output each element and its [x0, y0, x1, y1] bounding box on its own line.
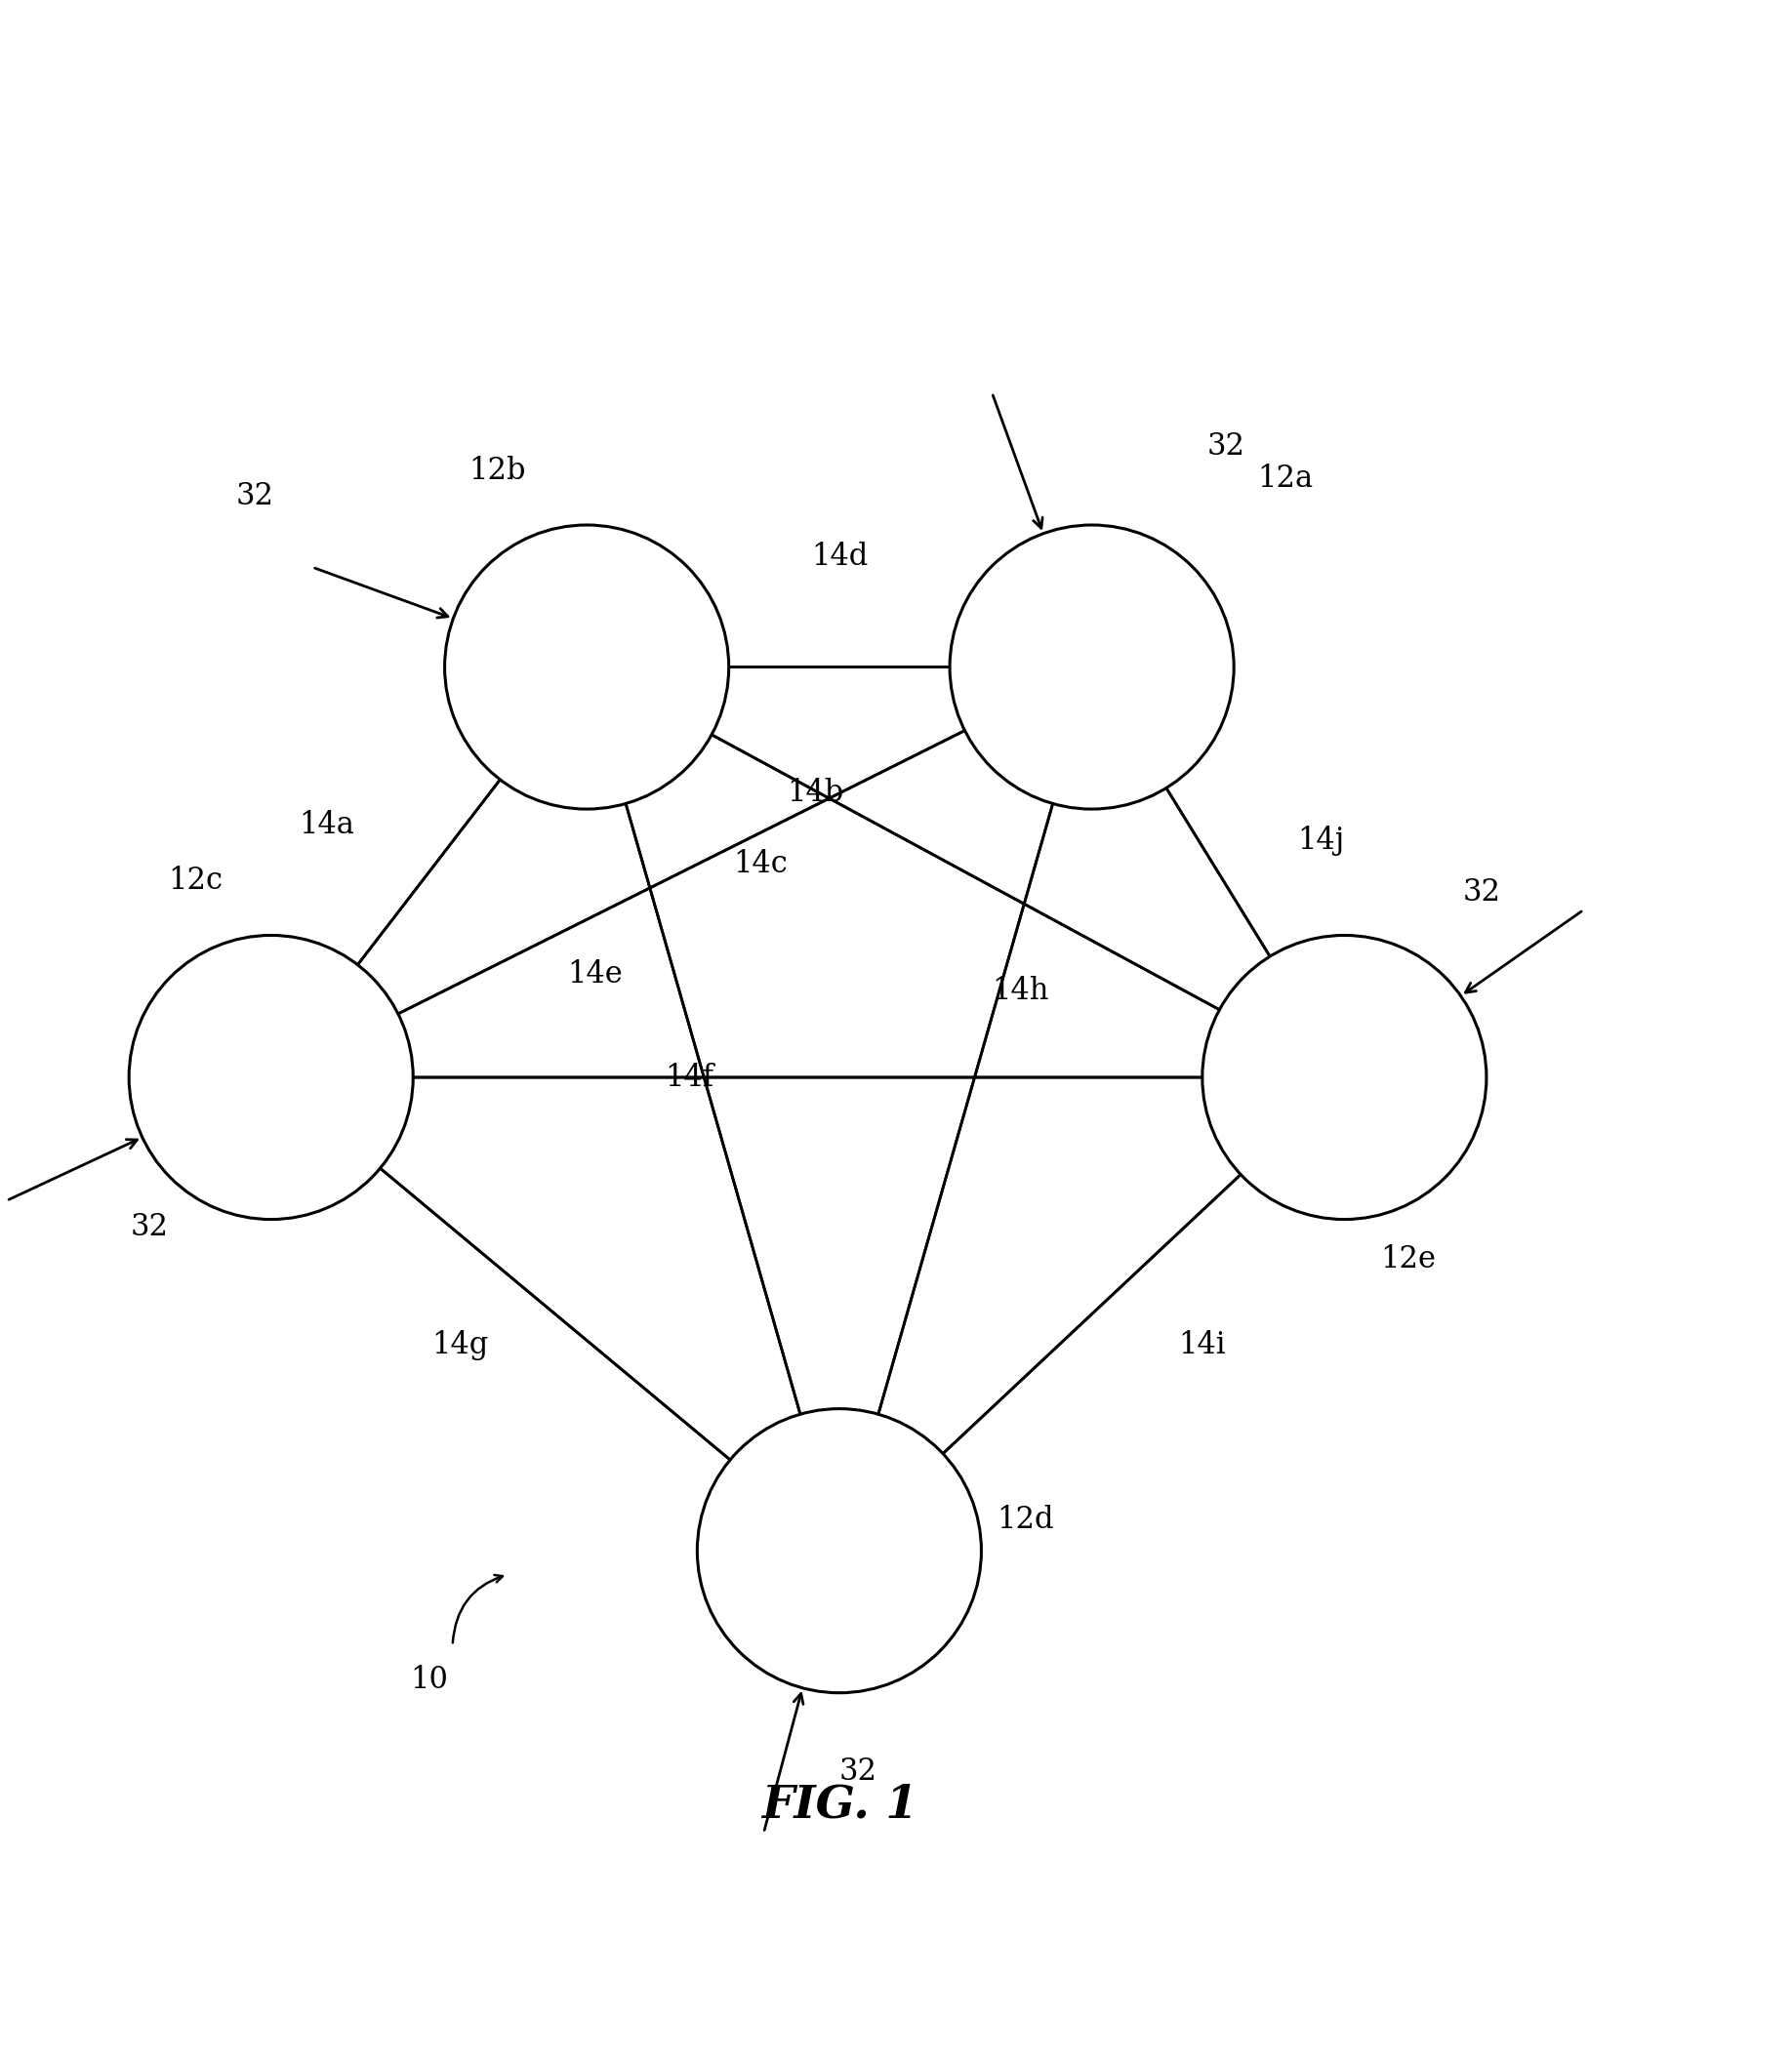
Text: 10: 10	[410, 1664, 448, 1695]
Text: 12e: 12e	[1380, 1244, 1437, 1275]
Circle shape	[697, 1409, 982, 1693]
Text: 14g: 14g	[432, 1331, 489, 1362]
Text: 14i: 14i	[1179, 1331, 1226, 1362]
Circle shape	[1202, 935, 1486, 1220]
Text: 14e: 14e	[566, 960, 622, 991]
Text: 14b: 14b	[787, 779, 844, 808]
Circle shape	[444, 525, 729, 810]
Text: 12b: 12b	[468, 455, 525, 486]
Text: 32: 32	[237, 482, 274, 511]
Text: 12a: 12a	[1258, 464, 1314, 494]
Text: 14f: 14f	[665, 1063, 713, 1092]
Circle shape	[129, 935, 414, 1220]
Text: 32: 32	[1208, 431, 1245, 461]
Text: 12c: 12c	[168, 865, 224, 896]
Text: 14h: 14h	[993, 976, 1050, 1005]
Text: FIG. 1: FIG. 1	[762, 1782, 918, 1827]
Text: 32: 32	[131, 1211, 168, 1242]
Text: 32: 32	[839, 1757, 878, 1786]
Text: 14a: 14a	[299, 810, 355, 840]
Text: 12d: 12d	[996, 1504, 1054, 1535]
Text: 14d: 14d	[810, 542, 867, 573]
Text: 14c: 14c	[733, 849, 787, 880]
Text: 14j: 14j	[1297, 826, 1344, 855]
Text: 32: 32	[1462, 878, 1500, 908]
Circle shape	[950, 525, 1235, 810]
